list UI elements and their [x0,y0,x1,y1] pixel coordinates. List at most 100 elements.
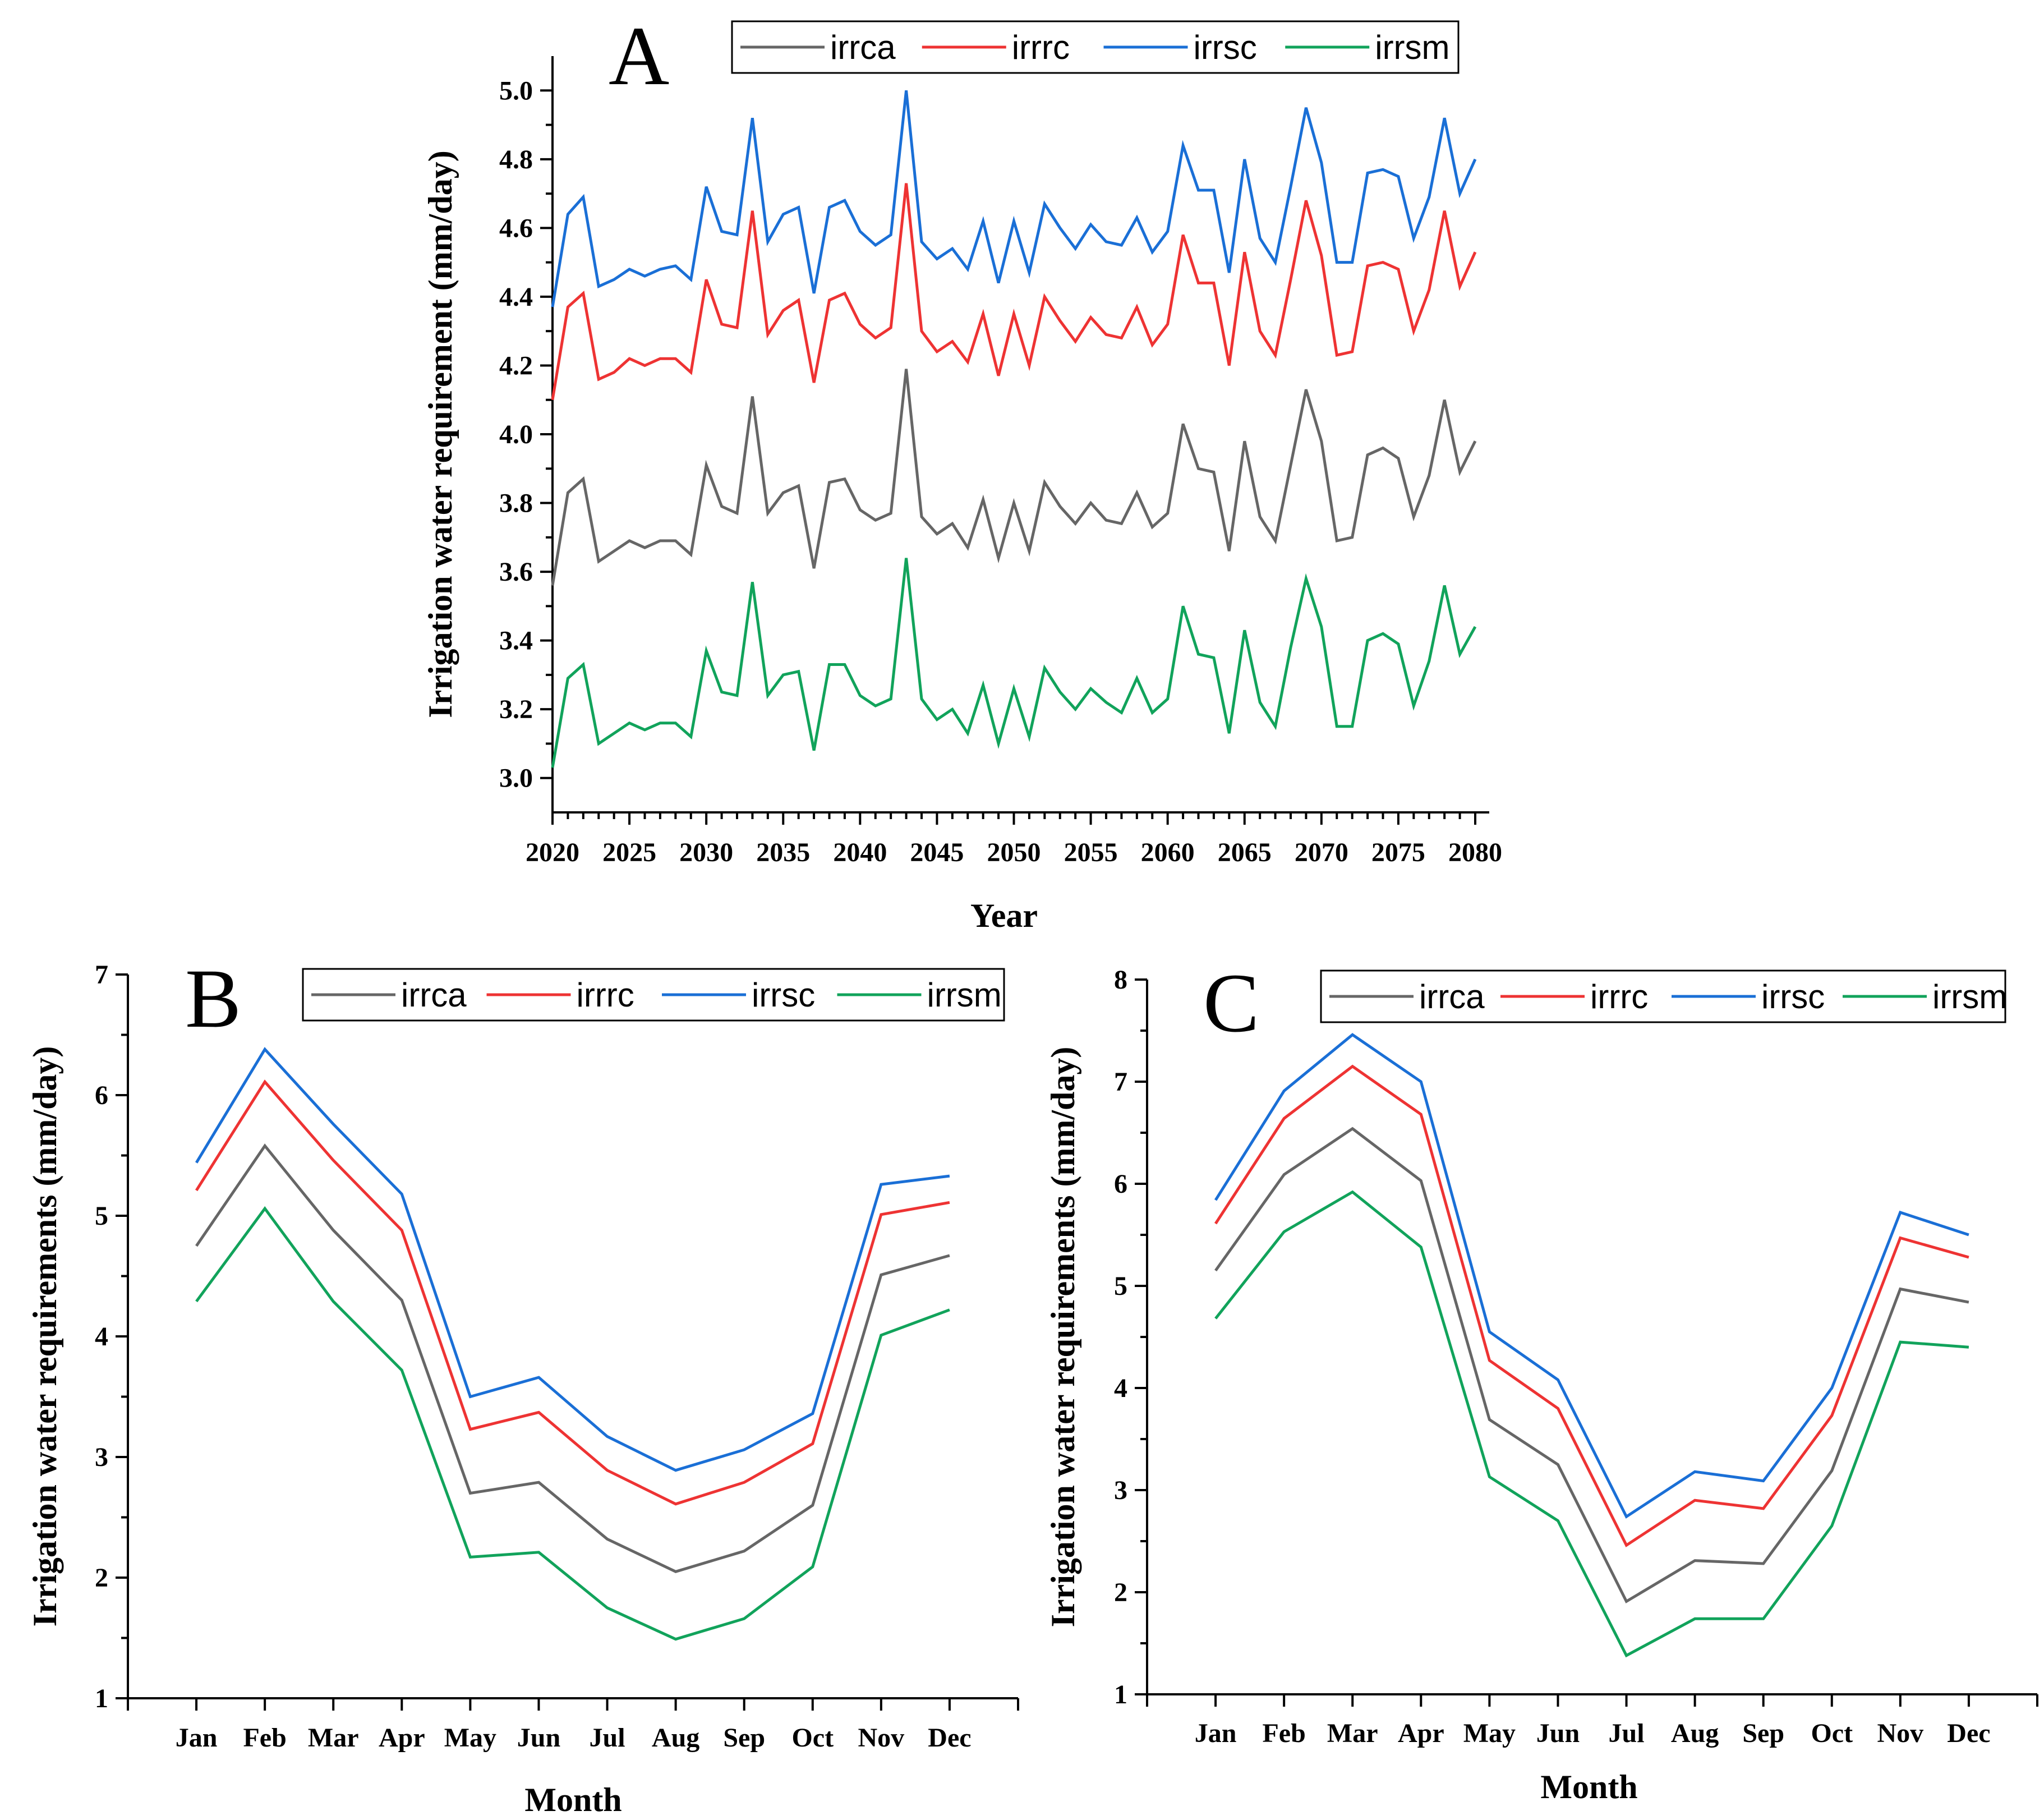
panel-c-legend: irrca irrrc irrsc irrsm [1320,969,2007,1023]
panel-a-y-tick-label: 3.8 [499,489,533,518]
panel-b: 1 2 3 4 5 6 7 Jan Feb Mar Apr May Jun Jul Aug Sep Oct Nov… [26,952,1019,1818]
panel-c-series-irrrc [1214,1064,1969,1547]
panel-c-letter: C [1203,957,1259,1050]
panel-b-y-tick-label: 4 [95,1322,108,1352]
panel-b-legend-label-irrrc: irrrc [577,976,634,1014]
panel-c-x-tick-label: Mar [1327,1718,1378,1748]
panel-a-y-axis-title: Irrigation water requirement (mm/day) [422,150,459,718]
panel-c-series-irrsc [1214,1033,1969,1519]
panel-a: 3.0 3.2 3.4 3.6 3.8 4.0 4.2 4.4 4.6 4.8 5.0 2020 202… [422,10,1502,934]
panel-c-legend-label-irrsm: irrsm [1932,978,2007,1015]
panel-c-y-tick-label: 2 [1114,1578,1127,1607]
panel-c-y-tick-label: 5 [1114,1271,1127,1301]
panel-a-series-irrca [551,369,1477,586]
panel-b-y-tick-label: 1 [95,1684,108,1713]
panel-a-x-tick-label: 2070 [1295,838,1348,867]
panel-c-legend-label-irrca: irrca [1419,978,1485,1015]
panel-a-y-tick-label: 3.4 [499,626,533,656]
panel-a-x-tick-label: 2065 [1218,838,1272,867]
panel-a-y-tick-label: 4.4 [499,282,533,312]
panel-b-y-tick-label: 3 [95,1442,108,1472]
panel-b-series-irrrc [195,1079,950,1506]
panel-c-legend-label-irrrc: irrrc [1590,978,1648,1015]
panel-a-series-irrsc [551,90,1477,307]
panel-c-legend-label-irrsc: irrsc [1761,978,1825,1015]
panel-b-x-tick-label: May [444,1723,496,1753]
panel-b-y-tick-label: 7 [95,960,108,990]
panel-a-legend: irrca irrrc irrsc irrsm [731,20,1460,74]
panel-b-y-tick-label: 6 [95,1081,108,1110]
panel-c-y-axis-title: Irrigation water requirements (mm/day) [1044,1047,1081,1628]
panel-a-legend-label-irrsc: irrsc [1194,29,1257,66]
panel-c-x-tick-label: Nov [1877,1718,1924,1748]
panel-a-x-tick-label: 2075 [1371,838,1425,867]
panel-b-x-tick-label: Aug [652,1723,699,1753]
panel-a-x-tick-label: 2080 [1448,838,1502,867]
panel-a-legend-label-irrsm: irrsm [1375,29,1449,66]
panel-b-letter: B [185,952,241,1045]
panel-b-legend: irrca irrrc irrsc irrsm [302,968,1005,1022]
panel-c-x-tick-label: Apr [1398,1718,1444,1748]
panel-a-x-tick-label: 2020 [526,838,579,867]
panel-a-y-tick-label: 3.2 [499,695,533,724]
panel-b-x-tick-label: Apr [379,1723,425,1753]
panel-a-x-tick-label: 2055 [1064,838,1118,867]
panel-a-y-tick-label: 3.0 [499,764,533,793]
panel-b-series-irrsm [195,1206,950,1641]
panel-b-x-axis-title: Month [524,1781,622,1818]
panel-c-y-tick-label: 1 [1114,1680,1127,1709]
panel-c-y-tick-label: 8 [1114,965,1127,995]
panel-c-x-tick-label: May [1463,1718,1516,1748]
panel-c-x-axis-title: Month [1540,1768,1637,1805]
panel-c-x-tick-label: Dec [1947,1718,1990,1748]
panel-c-series-irrca [1214,1127,1969,1603]
panel-a-x-tick-label: 2045 [910,838,964,867]
panel-a-x-axis-title: Year [970,897,1038,934]
panel-b-y-tick-label: 5 [95,1201,108,1231]
panel-c-x-tick-label: Oct [1811,1718,1853,1748]
panel-c-x-tick-label: Jun [1536,1718,1580,1748]
panel-a-legend-label-irrca: irrca [830,29,896,66]
panel-b-x-tick-label: Mar [308,1723,359,1753]
panel-c-x-tick-label: Jul [1609,1718,1645,1748]
panel-c-series-irrsm [1214,1190,1969,1658]
panel-b-series-irrca [195,1143,950,1573]
panel-b-series-irrsc [195,1047,950,1472]
panel-a-y-tick-label: 5.0 [499,76,533,105]
panel-b-y-tick-label: 2 [95,1563,108,1593]
panel-b-x-tick-label: Sep [723,1723,765,1753]
panel-b-y-axis-title: Irrigation water requirements (mm/day) [26,1046,63,1627]
panel-c-y-tick-label: 3 [1114,1476,1127,1505]
panel-b-x-tick-label: Feb [243,1723,286,1753]
panel-a-series-irrsm [551,558,1477,768]
panel-c-x-tick-label: Aug [1671,1718,1719,1748]
panel-b-x-tick-label: Nov [858,1723,905,1753]
panel-a-y-tick-label: 4.0 [499,420,533,449]
panel-b-legend-label-irrca: irrca [401,976,467,1014]
panel-a-y-tick-label: 3.6 [499,557,533,587]
panel-c-y-tick-label: 4 [1114,1373,1127,1403]
panel-b-x-tick-label: Jan [176,1723,218,1753]
panel-a-y-tick-label: 4.8 [499,145,533,174]
panel-c-x-tick-label: Sep [1742,1718,1784,1748]
panel-c-y-tick-label: 6 [1114,1169,1127,1199]
panel-b-legend-label-irrsc: irrsc [752,976,815,1014]
panel-a-legend-label-irrrc: irrrc [1012,29,1070,66]
panel-a-y-tick-label: 4.6 [499,213,533,243]
panel-b-x-tick-label: Jul [590,1723,625,1753]
panel-b-x-tick-label: Oct [791,1723,834,1753]
panel-a-x-tick-label: 2050 [987,838,1041,867]
panel-a-x-tick-label: 2060 [1141,838,1195,867]
panel-a-x-tick-label: 2035 [756,838,810,867]
panel-c-y-tick-label: 7 [1114,1067,1127,1097]
panel-a-x-tick-label: 2025 [602,838,656,867]
panel-c-x-tick-label: Feb [1262,1718,1305,1748]
panel-b-legend-label-irrsm: irrsm [927,976,1002,1014]
panel-a-x-tick-label: 2030 [679,838,733,867]
panel-a-letter: A [609,10,669,103]
panel-b-x-tick-label: Jun [517,1723,560,1753]
panel-b-x-tick-label: Dec [928,1723,971,1753]
panel-a-x-tick-label: 2040 [833,838,887,867]
panel-c-x-tick-label: Jan [1195,1718,1237,1748]
